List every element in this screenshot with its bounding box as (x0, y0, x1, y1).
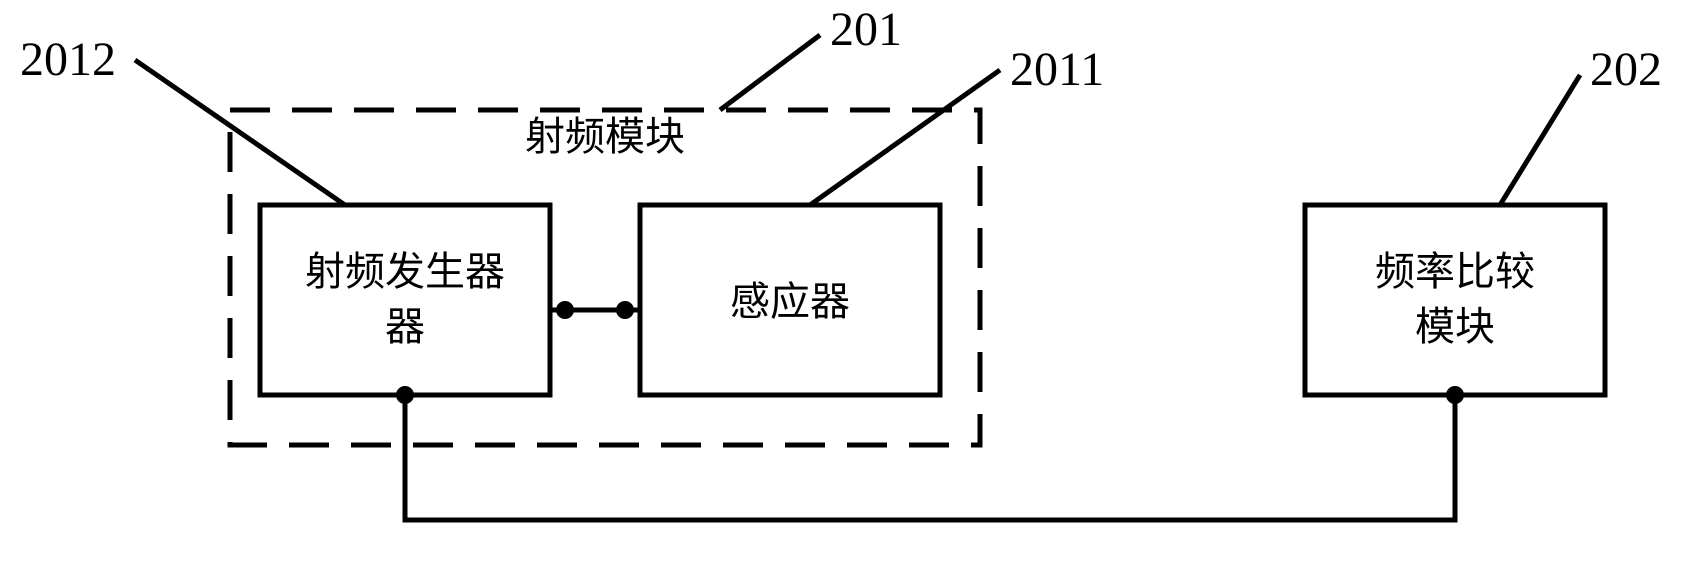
connector-short-node-2 (616, 301, 634, 319)
freq-compare-label-2: 模块 (1415, 304, 1495, 349)
rf-module-label: 射频模块 (525, 114, 685, 159)
rf-generator-leader (135, 60, 345, 205)
sensor-label: 感应器 (730, 279, 850, 324)
rf-generator-ref: 2012 (20, 33, 116, 86)
freq-compare-leader (1500, 75, 1580, 205)
rf-module-leader (720, 35, 820, 110)
connector-long (405, 395, 1455, 520)
connector-long-node-1 (396, 386, 414, 404)
freq-compare-box (1305, 205, 1605, 395)
freq-compare-label-1: 频率比较 (1375, 249, 1535, 294)
rf-generator-box (260, 205, 550, 395)
connector-long-node-2 (1446, 386, 1464, 404)
rf-generator-label-1: 射频发生器 (305, 249, 505, 294)
sensor-leader (810, 70, 1000, 205)
sensor-ref: 2011 (1010, 43, 1104, 96)
rf-generator-label-2: 器 (385, 304, 425, 349)
connector-short-node-1 (556, 301, 574, 319)
freq-compare-ref: 202 (1590, 43, 1662, 96)
rf-module-ref: 201 (830, 3, 902, 56)
